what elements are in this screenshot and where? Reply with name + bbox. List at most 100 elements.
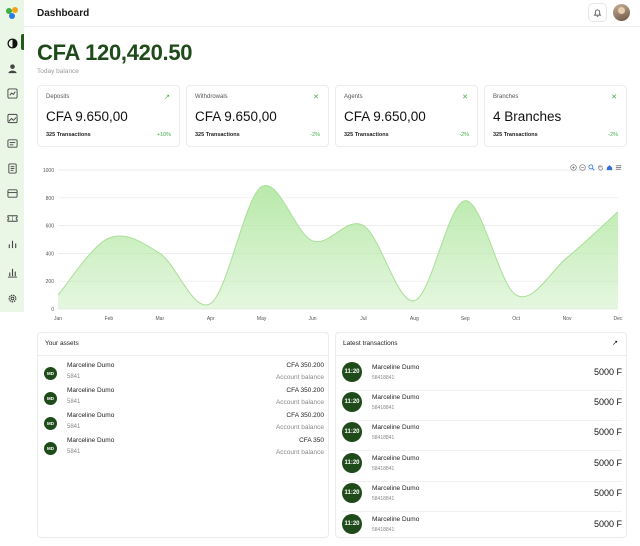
x-tick-label: Aug: [410, 316, 419, 322]
user-icon[interactable]: [6, 62, 18, 74]
transaction-amount: 5000 F: [593, 458, 622, 468]
transaction-amount: 5000 F: [593, 367, 622, 377]
divider: [38, 355, 328, 356]
chart-toolbar: [570, 158, 622, 171]
wallet-icon[interactable]: [6, 187, 18, 199]
transaction-row[interactable]: 11:20 Marceline Dumo 58418841 5000 F: [342, 483, 622, 512]
card-title: Withdrowals: [195, 94, 228, 100]
stat-card-branches[interactable]: Branches ✕ 4 Branches 325 Transactions -…: [484, 85, 627, 147]
asset-item[interactable]: MD Marceline Dumo 5841 CFA 350 Account b…: [44, 437, 324, 459]
asset-name: Marceline Dumo: [67, 362, 115, 369]
assets-title: Your assets: [45, 340, 79, 347]
card-value: CFA 9.650,00: [46, 109, 128, 124]
top-header: Dashboard: [24, 0, 640, 27]
transaction-row[interactable]: 11:20 Marceline Dumo 58418841 5000 F: [342, 392, 622, 421]
series-line: [57, 185, 619, 306]
asset-label: Account balance: [275, 424, 324, 431]
arrow-up-right-icon: ↗: [164, 94, 170, 101]
x-tick-label: Nov: [563, 316, 572, 322]
asset-name: Marceline Dumo: [67, 412, 115, 419]
transaction-name: Marceline Dumo: [372, 394, 420, 401]
x-tick-label: Sep: [461, 316, 470, 322]
bar-chart-icon[interactable]: [6, 237, 18, 249]
asset-item[interactable]: MD Marceline Dumo 5841 CFA 350.200 Accou…: [44, 412, 324, 434]
user-avatar[interactable]: [613, 4, 630, 21]
transaction-time: 11:20: [342, 422, 362, 442]
page-title: Dashboard: [37, 8, 90, 19]
transaction-code: 58418841: [372, 496, 395, 502]
x-tick-label: Dec: [614, 316, 623, 322]
menu-icon[interactable]: [615, 158, 622, 170]
stat-card-deposits[interactable]: Deposits ↗ CFA 9.650,00 325 Transactions…: [37, 85, 180, 147]
ticket-icon[interactable]: [6, 212, 18, 224]
avatar: MD: [44, 392, 57, 405]
transaction-amount: 5000 F: [593, 488, 622, 498]
card-change: -2%: [459, 132, 469, 138]
avatar: MD: [44, 442, 57, 455]
document-icon[interactable]: [6, 162, 18, 174]
settings-icon[interactable]: [6, 292, 18, 304]
notification-button[interactable]: [588, 3, 607, 22]
asset-code: 5841: [67, 374, 81, 380]
avatar: MD: [44, 417, 57, 430]
card-icon[interactable]: [6, 137, 18, 149]
transaction-code: 58418841: [372, 435, 395, 441]
y-tick-label: 600: [46, 224, 55, 230]
asset-amount: CFA 350.200: [286, 362, 324, 369]
card-change: -2%: [310, 132, 320, 138]
x-tick-label: Mar: [156, 316, 165, 322]
transaction-row[interactable]: 11:20 Marceline Dumo 58418841 5000 F: [342, 422, 622, 451]
transaction-row[interactable]: 11:20 Marceline Dumo 58418841 5000 F: [342, 514, 622, 536]
close-icon: ✕: [313, 94, 319, 101]
transaction-time: 11:20: [342, 483, 362, 503]
chart-line-icon[interactable]: [6, 87, 18, 99]
area-chart-svg: 0 200 400 600 800 1000 Jan Feb Mar Apr May Jun Jul Au…: [43, 168, 623, 322]
home-icon[interactable]: [606, 158, 613, 171]
x-tick-label: May: [257, 316, 267, 322]
area-fill: [58, 185, 618, 309]
stat-card-agents[interactable]: Agents ✕ CFA 9.650,00 325 Transactions -…: [335, 85, 478, 147]
close-icon: ✕: [462, 94, 468, 101]
avatar: MD: [44, 367, 57, 380]
divider: [336, 355, 626, 356]
transaction-code: 58418841: [372, 405, 395, 411]
asset-amount: CFA 350.200: [286, 387, 324, 394]
transaction-amount: 5000 F: [593, 427, 622, 437]
divider: [342, 390, 622, 391]
x-tick-label: Jan: [54, 316, 62, 322]
stats-icon[interactable]: [6, 266, 18, 278]
x-tick-label: Jun: [309, 316, 317, 322]
divider: [342, 420, 622, 421]
stat-card-withdrawals[interactable]: Withdrowals ✕ CFA 9.650,00 325 Transacti…: [186, 85, 329, 147]
asset-label: Account balance: [275, 399, 324, 406]
zoom-in-icon[interactable]: [570, 158, 577, 171]
transactions-title: Latest transactions: [343, 340, 398, 347]
pan-hand-icon[interactable]: [597, 158, 604, 171]
magnifier-icon[interactable]: [588, 158, 595, 171]
card-change: -2%: [608, 132, 618, 138]
transaction-amount: 5000 F: [593, 519, 622, 529]
close-icon: ✕: [611, 94, 617, 101]
transaction-amount: 5000 F: [593, 397, 622, 407]
arrow-up-right-icon[interactable]: ↗: [612, 340, 618, 347]
card-transactions: 325 Transactions: [344, 132, 389, 138]
dashboard-icon[interactable]: [6, 37, 18, 49]
card-value: CFA 9.650,00: [344, 109, 426, 124]
transaction-row[interactable]: 11:20 Marceline Dumo 58418841 5000 F: [342, 362, 622, 391]
asset-item[interactable]: MD Marceline Dumo 5841 CFA 350.200 Accou…: [44, 387, 324, 409]
divider: [342, 450, 622, 451]
transaction-name: Marceline Dumo: [372, 364, 420, 371]
transaction-name: Marceline Dumo: [372, 516, 420, 523]
asset-code: 5841: [67, 424, 81, 430]
asset-amount: CFA 350.200: [286, 412, 324, 419]
transactions-panel: Latest transactions ↗ 11:20 Marceline Du…: [335, 332, 627, 538]
card-transactions: 325 Transactions: [493, 132, 538, 138]
image-icon[interactable]: [6, 112, 18, 124]
transaction-code: 58418841: [372, 466, 395, 472]
assets-panel: Your assets MD Marceline Dumo 5841 CFA 3…: [37, 332, 329, 538]
transaction-code: 58418841: [372, 375, 395, 381]
asset-amount: CFA 350: [299, 437, 324, 444]
zoom-out-icon[interactable]: [579, 158, 586, 171]
asset-item[interactable]: MD Marceline Dumo 5841 CFA 350.200 Accou…: [44, 362, 324, 384]
transaction-row[interactable]: 11:20 Marceline Dumo 58418841 5000 F: [342, 453, 622, 482]
